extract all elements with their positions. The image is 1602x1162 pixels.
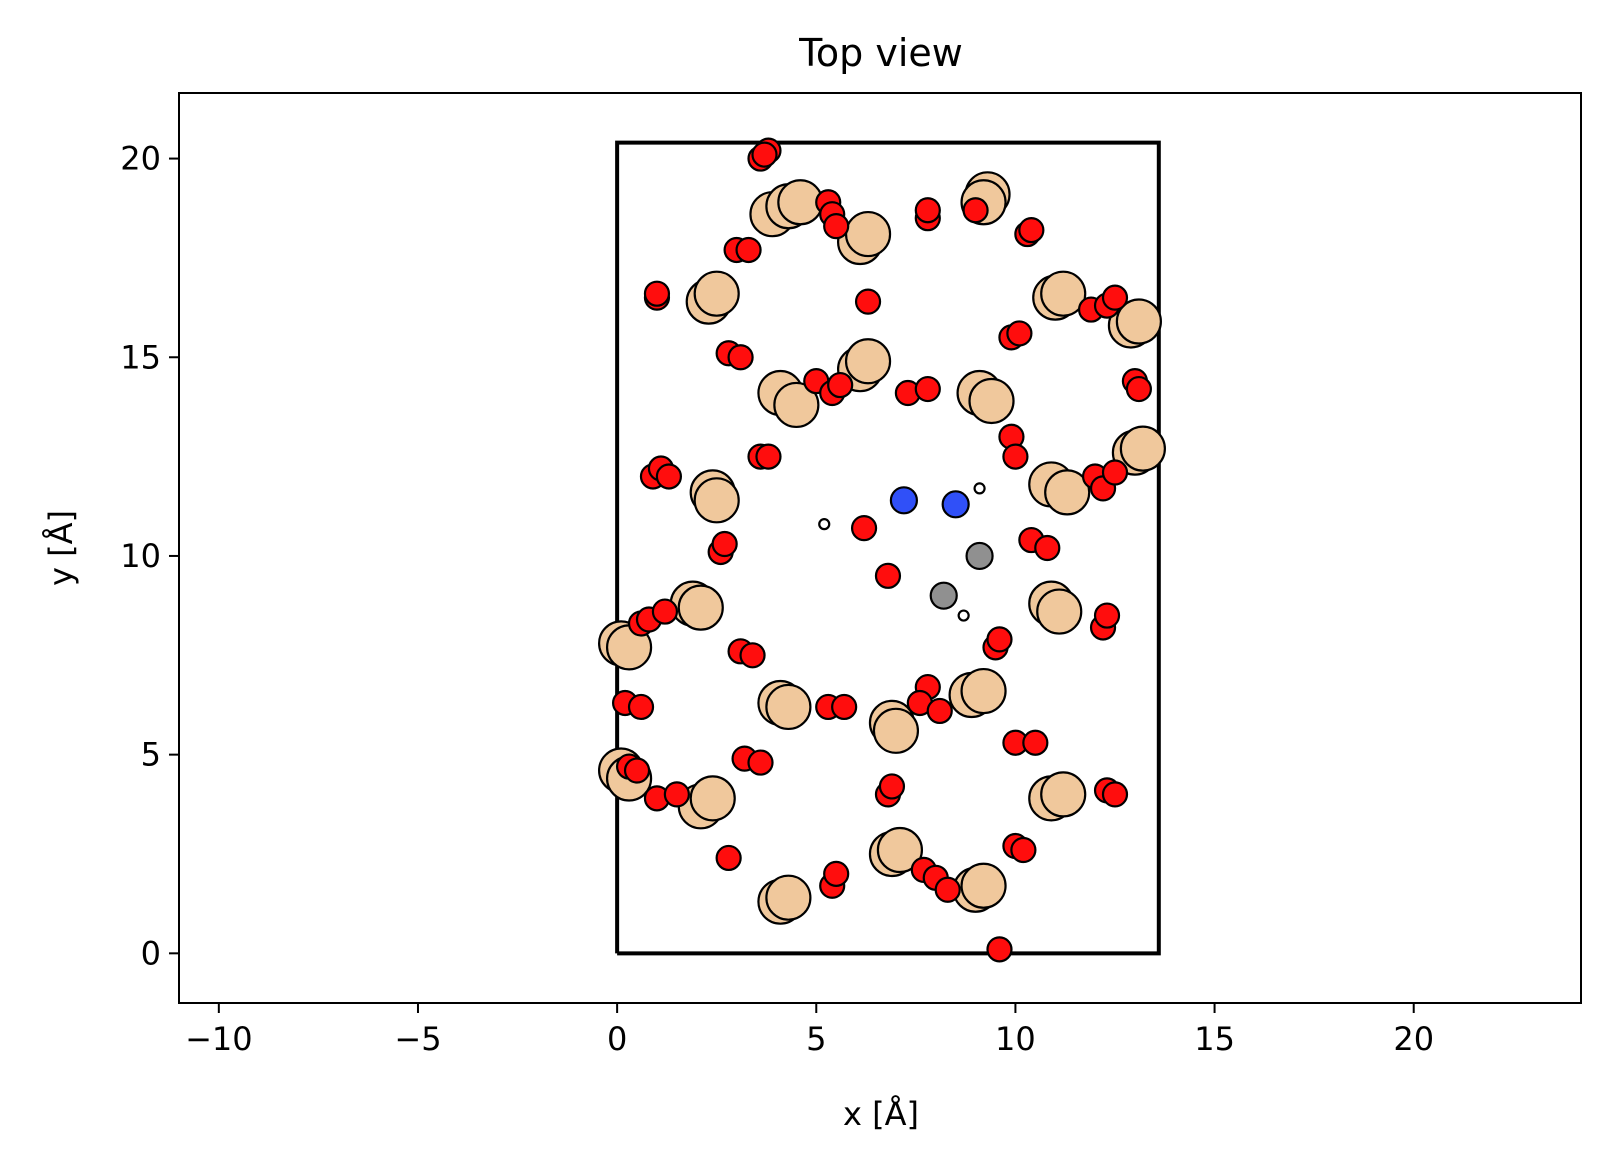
red-atom-point bbox=[926, 697, 953, 725]
white-atom-point bbox=[957, 609, 970, 622]
tan-atom-point bbox=[876, 826, 924, 874]
y-tick-label: 0 bbox=[141, 934, 161, 972]
red-atom-point bbox=[1093, 602, 1121, 629]
red-atom-point bbox=[627, 693, 655, 721]
tan-atom-point bbox=[677, 584, 724, 631]
blue-atom-point bbox=[889, 486, 918, 515]
y-tick-label: 5 bbox=[141, 736, 161, 774]
red-atom-point bbox=[854, 288, 882, 315]
tan-atom-point bbox=[960, 667, 1007, 715]
axes: −10 −5 0 5 10 15 20 0 5 10 15 20 bbox=[120, 140, 1434, 1058]
x-tick-label: −10 bbox=[185, 1020, 253, 1058]
red-atom-point bbox=[934, 876, 961, 903]
red-atom-point bbox=[715, 844, 742, 872]
red-atom-point bbox=[850, 515, 878, 542]
unit-cell bbox=[615, 140, 1161, 956]
tan-atom-point bbox=[1040, 270, 1087, 317]
y-tick-label: 15 bbox=[120, 338, 161, 376]
red-atom-point bbox=[1006, 320, 1033, 347]
white-atom-point bbox=[973, 482, 986, 495]
red-atom-point bbox=[1034, 534, 1061, 562]
red-atom-point bbox=[962, 197, 989, 224]
red-atom-point bbox=[831, 693, 858, 721]
plot-frame bbox=[178, 92, 1582, 1004]
red-atom-point bbox=[874, 562, 902, 589]
red-atom-point bbox=[1101, 459, 1129, 486]
y-axis-label: y [Å] bbox=[42, 510, 80, 586]
x-tick-label: 10 bbox=[995, 1020, 1036, 1058]
red-atom-point bbox=[823, 860, 850, 887]
gray-atom-point bbox=[929, 581, 958, 610]
tan-atom-point bbox=[765, 874, 812, 921]
red-atom-point bbox=[735, 236, 762, 264]
blue-atom-series bbox=[889, 486, 970, 519]
x-tick-label: −5 bbox=[394, 1020, 441, 1058]
x-tick-label: 0 bbox=[607, 1020, 627, 1058]
red-atom-point bbox=[1002, 443, 1029, 470]
red-atom-point bbox=[986, 936, 1013, 963]
red-atom-point bbox=[751, 141, 778, 168]
gray-atom-point bbox=[965, 541, 994, 571]
tan-atom-point bbox=[693, 477, 740, 524]
red-atom-point bbox=[711, 530, 738, 558]
red-atom-point bbox=[1010, 836, 1037, 864]
red-atom-point bbox=[1125, 375, 1152, 403]
tan-atom-series bbox=[598, 171, 1166, 925]
tan-atom-point bbox=[844, 338, 892, 385]
red-atom-point bbox=[747, 749, 774, 776]
red-atom-point bbox=[986, 626, 1013, 653]
y-tick-label: 20 bbox=[120, 140, 161, 178]
tan-atom-point bbox=[872, 707, 920, 754]
x-tick-label: 20 bbox=[1393, 1020, 1434, 1058]
tan-atom-point bbox=[765, 683, 812, 731]
red-atom-point bbox=[1101, 284, 1129, 311]
tan-atom-point bbox=[960, 862, 1007, 909]
atom-markers bbox=[598, 137, 1166, 963]
white-atom-point bbox=[818, 518, 831, 531]
tan-atom-point bbox=[689, 775, 736, 822]
tan-atom-point bbox=[968, 377, 1015, 425]
red-atom-point bbox=[827, 371, 854, 399]
blue-atom-point bbox=[941, 490, 970, 519]
red-atom-point bbox=[1022, 729, 1049, 756]
tan-atom-point bbox=[1040, 771, 1087, 818]
gray-atom-series bbox=[929, 541, 994, 610]
y-tick-label: 10 bbox=[120, 537, 161, 575]
tan-atom-point bbox=[1036, 588, 1083, 635]
x-tick-label: 5 bbox=[806, 1020, 826, 1058]
red-atom-point bbox=[878, 773, 906, 800]
red-atom-series bbox=[611, 137, 1152, 963]
red-atom-point bbox=[1018, 216, 1045, 244]
red-atom-point bbox=[651, 598, 679, 625]
tan-atom-point bbox=[693, 270, 740, 317]
red-atom-point bbox=[914, 197, 941, 224]
red-atom-point bbox=[623, 757, 651, 784]
x-tick-label: 15 bbox=[1194, 1020, 1235, 1058]
red-atom-point bbox=[663, 781, 690, 808]
chart-title: Top view bbox=[798, 31, 963, 75]
tan-atom-point bbox=[844, 210, 892, 258]
tan-atom-point bbox=[1119, 425, 1166, 472]
white-atom-series bbox=[818, 482, 986, 622]
tan-atom-point bbox=[773, 381, 820, 429]
red-atom-point bbox=[739, 642, 766, 669]
cell-outline bbox=[615, 140, 1161, 956]
red-atom-point bbox=[643, 280, 671, 307]
tan-atom-point bbox=[1044, 469, 1091, 516]
tan-atom-point bbox=[1115, 298, 1162, 345]
x-axis-label: x [Å] bbox=[843, 1095, 919, 1133]
red-atom-point bbox=[727, 344, 754, 371]
red-atom-point bbox=[755, 443, 782, 470]
red-atom-point bbox=[1101, 781, 1129, 808]
red-atom-point bbox=[914, 375, 941, 403]
red-atom-point bbox=[655, 463, 683, 490]
red-atom-point bbox=[823, 213, 850, 240]
